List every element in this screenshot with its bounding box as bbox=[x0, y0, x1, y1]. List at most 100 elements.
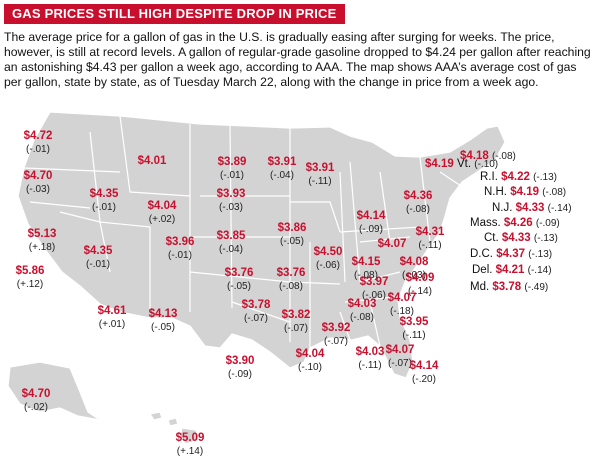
northeast-change: (-.09) bbox=[535, 218, 560, 229]
state-price: $4.04 bbox=[147, 200, 177, 212]
state-price: $4.01 bbox=[137, 155, 167, 167]
northeast-state: N.H. bbox=[484, 186, 507, 198]
state-price: $4.35 bbox=[89, 188, 119, 200]
state-price: $4.04 bbox=[295, 348, 325, 360]
state-price: $5.13 bbox=[27, 228, 57, 240]
state-price-label: $4.07 (-.07) bbox=[386, 344, 415, 370]
state-price-label: $3.92 (-.07) bbox=[322, 322, 351, 348]
state-price: $5.09 bbox=[175, 432, 205, 444]
state-price-label: $4.35 (-.01) bbox=[90, 188, 119, 214]
northeast-change: (-.13) bbox=[528, 249, 553, 260]
state-price-change: (-.05) bbox=[227, 281, 251, 292]
state-price-change: (-.08) bbox=[406, 204, 430, 215]
state-price-change: (-.01) bbox=[220, 170, 244, 181]
state-price-label: $5.09 (+.14) bbox=[176, 432, 205, 458]
state-price-label: $5.86 (+.12) bbox=[16, 265, 45, 291]
northeast-price: $4.22 bbox=[501, 171, 530, 183]
state-price-label: $3.91 (-.04) bbox=[268, 156, 297, 182]
state-price-change: (-.07) bbox=[284, 323, 308, 334]
northeast-change: (-.13) bbox=[533, 172, 557, 183]
state-price-label: $4.04 (+.02) bbox=[148, 200, 177, 226]
state-price: $3.91 bbox=[267, 156, 297, 168]
northeast-change: (-.49) bbox=[524, 282, 549, 293]
state-price-change: (-.08) bbox=[279, 281, 303, 292]
northeast-state: Del. bbox=[472, 264, 493, 276]
state-price: $4.61 bbox=[97, 305, 127, 317]
state-price-label: $4.15 (-.08) bbox=[352, 256, 381, 282]
state-price-label: $3.96 (-.01) bbox=[166, 236, 195, 262]
state-price-change: (-.11) bbox=[358, 360, 382, 371]
state-price-label: $4.31 (-.11) bbox=[416, 226, 445, 252]
state-price-label: $5.13 (+.18) bbox=[28, 228, 57, 254]
state-price-label: $4.72 (-.01) bbox=[24, 130, 53, 156]
state-price-label: $4.04 (-.10) bbox=[296, 348, 325, 374]
state-price-change: (+.18) bbox=[28, 242, 56, 253]
state-price-label: $4.70 (-.03) bbox=[24, 170, 53, 196]
state-price-label: $3.82 (-.07) bbox=[282, 309, 311, 335]
state-price-label: $3.85 (-.04) bbox=[217, 230, 246, 256]
state-price-change: (-.05) bbox=[151, 322, 175, 333]
state-price: $4.70 bbox=[23, 170, 53, 182]
description: The average price for a gallon of gas in… bbox=[4, 30, 591, 89]
state-price-change: (-.09) bbox=[228, 369, 252, 380]
state-price: $3.76 bbox=[224, 267, 254, 279]
state-price-label: $4.08 (-.03) bbox=[400, 256, 429, 282]
northeast-price: $4.19 bbox=[510, 186, 539, 198]
northeast-price-label: Ct. $4.33 (-.13) bbox=[484, 231, 558, 246]
northeast-change: (-.13) bbox=[533, 233, 558, 244]
state-price: $3.91 bbox=[305, 162, 335, 174]
northeast-change: (-.14) bbox=[527, 265, 552, 276]
state-price: $4.08 bbox=[399, 256, 429, 268]
northeast-state: Mass. bbox=[470, 217, 501, 229]
state-price-change: (-.09) bbox=[359, 224, 383, 235]
state-price-change: (-.14) bbox=[408, 286, 432, 297]
state-price: $4.09 bbox=[405, 272, 435, 284]
northeast-price-label: Md. $3.78 (-.49) bbox=[470, 280, 548, 295]
state-price-label: $3.76 (-.08) bbox=[277, 267, 306, 293]
state-price-change: (-.04) bbox=[270, 170, 294, 181]
state-price-label: $4.35 (-.01) bbox=[84, 245, 113, 271]
state-price: $3.86 bbox=[277, 222, 307, 234]
state-price-change: (-.07) bbox=[388, 358, 412, 369]
state-price: $3.90 bbox=[225, 355, 255, 367]
state-price-label: $4.14 (-.20) bbox=[410, 360, 439, 386]
northeast-state: Vt. bbox=[456, 158, 472, 170]
state-price: $3.97 bbox=[359, 276, 389, 288]
state-price-label: $4.03 (-.08) bbox=[348, 298, 377, 324]
state-price-label: $3.93 (-.03) bbox=[217, 188, 246, 214]
northeast-price: $3.78 bbox=[492, 281, 522, 293]
northeast-state: D.C. bbox=[470, 248, 493, 260]
graphic-title: GAS PRICES STILL HIGH DESPITE DROP IN PR… bbox=[4, 4, 345, 24]
state-price-change: (-.03) bbox=[219, 202, 243, 213]
state-price-label: $4.50 (-.06) bbox=[314, 246, 343, 272]
state-price-change: (-.05) bbox=[280, 236, 304, 247]
northeast-state: N.J. bbox=[492, 202, 513, 214]
state-price-label: $3.97 (-.06) bbox=[360, 276, 389, 302]
state-price: $4.31 bbox=[415, 226, 445, 238]
state-price-label: $4.07 (-.18) bbox=[388, 292, 417, 318]
state-price-change: (-.07) bbox=[324, 336, 348, 347]
state-price-change: (-.10) bbox=[298, 362, 322, 373]
northeast-price-label: N.J. $4.33 (-.14) bbox=[492, 201, 572, 216]
state-price-label: $4.07 bbox=[378, 238, 407, 251]
northeast-state: R.I. bbox=[480, 171, 498, 183]
state-price-label: $3.91 (-.11) bbox=[306, 162, 335, 188]
state-price-change: (-.01) bbox=[26, 144, 50, 155]
contiguous-us-shape bbox=[17, 112, 506, 379]
northeast-price: $4.33 bbox=[501, 232, 531, 244]
northeast-change: (-.08) bbox=[491, 151, 516, 162]
state-price: $3.93 bbox=[216, 188, 246, 200]
state-price-change: (-.01) bbox=[92, 202, 116, 213]
state-price-label: $4.01 bbox=[138, 155, 167, 168]
state-price-change: (-.02) bbox=[24, 402, 48, 413]
state-price: $4.07 bbox=[377, 238, 407, 250]
northeast-price-label: Mass. $4.26 (-.09) bbox=[470, 216, 560, 231]
northeast-state: Md. bbox=[470, 281, 490, 293]
state-price-label: $4.14 (-.09) bbox=[357, 210, 386, 236]
northeast-change: (-.10) bbox=[474, 159, 499, 170]
northeast-price-label: D.C. $4.37 (-.13) bbox=[470, 247, 552, 262]
northeast-price-label: Del. $4.21 (-.14) bbox=[472, 263, 552, 278]
hawaii-shape bbox=[149, 411, 199, 445]
northeast-price: $4.19 bbox=[425, 158, 454, 170]
state-price: $4.13 bbox=[148, 308, 178, 320]
